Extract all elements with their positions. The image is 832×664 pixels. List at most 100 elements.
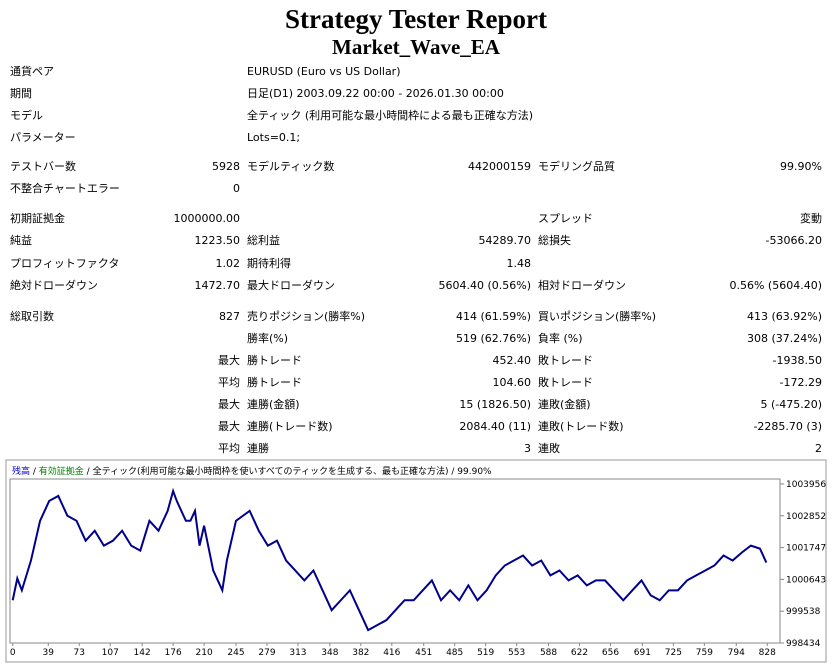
cell-label: 相対ドローダウン xyxy=(538,279,626,292)
x-tick-label: 519 xyxy=(477,648,494,658)
cell-label: 勝率(%) xyxy=(247,332,289,345)
cell-label: モデルティック数 xyxy=(247,160,335,173)
legend-separator: / xyxy=(449,467,458,477)
cell-label: 最大ドローダウン xyxy=(247,279,335,292)
x-tick-label: 245 xyxy=(227,648,244,658)
cell-label: プロフィットファクタ xyxy=(10,257,120,270)
legend-item: 全ティック(利用可能な最小時間枠を使いすべてのティックを生成する、最も正確な方法… xyxy=(93,465,449,477)
cell-value: 0.56% (5604.40) xyxy=(729,279,822,292)
cell-value: 最大 xyxy=(218,420,240,433)
x-tick-label: 794 xyxy=(728,648,745,658)
x-tick-label: 691 xyxy=(634,648,651,658)
cell-label: 負率 (%) xyxy=(538,332,583,345)
cell-label: テストバー数 xyxy=(10,160,76,173)
cell-label: 期間 xyxy=(10,87,32,100)
balance-line xyxy=(11,487,768,632)
cell-value: 413 (63.92%) xyxy=(746,310,822,323)
cell-value: 0 xyxy=(233,182,240,195)
cell-label: 連勝(トレード数) xyxy=(247,420,333,433)
cell-label: 勝トレード xyxy=(247,354,302,367)
cell-value: 414 (61.59%) xyxy=(455,310,531,323)
x-tick-label: 553 xyxy=(508,648,525,658)
cell-value: -172.29 xyxy=(779,376,822,389)
cell-value: 5 (-475.20) xyxy=(760,398,822,411)
cell-value: 1.48 xyxy=(506,257,532,270)
x-tick-label: 416 xyxy=(383,648,400,658)
x-tick-label: 725 xyxy=(665,648,682,658)
cell-label: スプレッド xyxy=(538,212,593,225)
cell-label: 連勝 xyxy=(247,442,269,455)
x-tick-label: 210 xyxy=(196,648,213,658)
cell-value: 104.60 xyxy=(492,376,532,389)
x-tick-label: 451 xyxy=(415,648,432,658)
report-title: Strategy Tester Report xyxy=(285,4,547,34)
legend-separator: / xyxy=(30,467,39,477)
cell-value: 平均 xyxy=(218,442,240,455)
cell-value: 5604.40 (0.56%) xyxy=(438,279,531,292)
cell-value: 最大 xyxy=(218,354,240,367)
x-tick-label: 759 xyxy=(696,648,713,658)
cell-value: 2 xyxy=(815,442,822,455)
x-tick-label: 73 xyxy=(74,648,85,658)
x-tick-label: 622 xyxy=(571,648,588,658)
cell-label: 通貨ペア xyxy=(10,65,54,78)
y-tick-label: 1003956 xyxy=(786,480,826,490)
cell-label: 連敗(トレード数) xyxy=(538,420,624,433)
cell-value: -1938.50 xyxy=(772,354,822,367)
x-tick-label: 828 xyxy=(759,648,776,658)
legend-item: 有効証拠金 xyxy=(39,465,84,477)
cell-value: 54289.70 xyxy=(478,234,532,247)
report-subtitle: Market_Wave_EA xyxy=(332,35,500,59)
cell-label: モデル xyxy=(10,109,43,122)
cell-label: 勝トレード xyxy=(247,376,302,389)
legend-separator: / xyxy=(84,467,93,477)
cell-label: 敗トレード xyxy=(538,354,593,367)
cell-value: 2084.40 (11) xyxy=(459,420,531,433)
x-tick-label: 39 xyxy=(43,648,55,658)
x-tick-label: 348 xyxy=(321,648,338,658)
cell-value: 308 (37.24%) xyxy=(746,332,822,345)
x-tick-label: 0 xyxy=(10,648,16,658)
cell-value: 平均 xyxy=(218,376,240,389)
cell-value: 3 xyxy=(524,442,531,455)
cell-label: 敗トレード xyxy=(538,376,593,389)
cell-value: 1472.70 xyxy=(194,279,241,292)
cell-value: 1223.50 xyxy=(194,234,241,247)
x-tick-label: 142 xyxy=(134,648,151,658)
cell-label: 純益 xyxy=(10,234,32,247)
cell-label: 総損失 xyxy=(538,234,571,247)
cell-value: 519 (62.76%) xyxy=(455,332,531,345)
cell-label: 連勝(金額) xyxy=(247,398,300,411)
cell-label: Lots=0.1; xyxy=(247,131,301,144)
y-tick-label: 1001747 xyxy=(786,544,826,554)
cell-label: 総利益 xyxy=(247,234,280,247)
cell-value: -53066.20 xyxy=(765,234,822,247)
y-tick-label: 999538 xyxy=(786,607,821,617)
cell-label: 全ティック (利用可能な最小時間枠による最も正確な方法) xyxy=(247,109,534,122)
cell-label: 売りポジション(勝率%) xyxy=(247,310,366,323)
cell-value: 最大 xyxy=(218,398,240,411)
cell-label: パラメーター xyxy=(10,131,76,144)
y-tick-label: 998434 xyxy=(786,639,821,649)
cell-label: 不整合チャートエラー xyxy=(10,182,120,195)
cell-value: 1000000.00 xyxy=(173,212,240,225)
plot-area xyxy=(9,478,781,644)
x-tick-label: 382 xyxy=(352,648,369,658)
legend: 残高 / 有効証拠金 / 全ティック(利用可能な最小時間枠を使いすべてのティック… xyxy=(12,465,492,477)
cell-label: 期待利得 xyxy=(247,257,291,270)
y-tick-label: 1000643 xyxy=(786,575,826,585)
cell-value: 827 xyxy=(219,310,240,323)
cell-value: 99.90% xyxy=(780,160,822,173)
cell-label: 買いポジション(勝率%) xyxy=(538,310,657,323)
x-tick-label: 176 xyxy=(165,648,182,658)
cell-value: 452.40 xyxy=(492,354,532,367)
legend-item: 残高 xyxy=(12,465,30,477)
cell-label: EURUSD (Euro vs US Dollar) xyxy=(247,65,401,78)
x-tick-label: 485 xyxy=(446,648,463,658)
cell-value: 5928 xyxy=(212,160,240,173)
cell-value: 442000159 xyxy=(468,160,531,173)
cell-label: 連敗(金額) xyxy=(538,398,591,411)
y-tick-label: 1002852 xyxy=(786,512,826,522)
